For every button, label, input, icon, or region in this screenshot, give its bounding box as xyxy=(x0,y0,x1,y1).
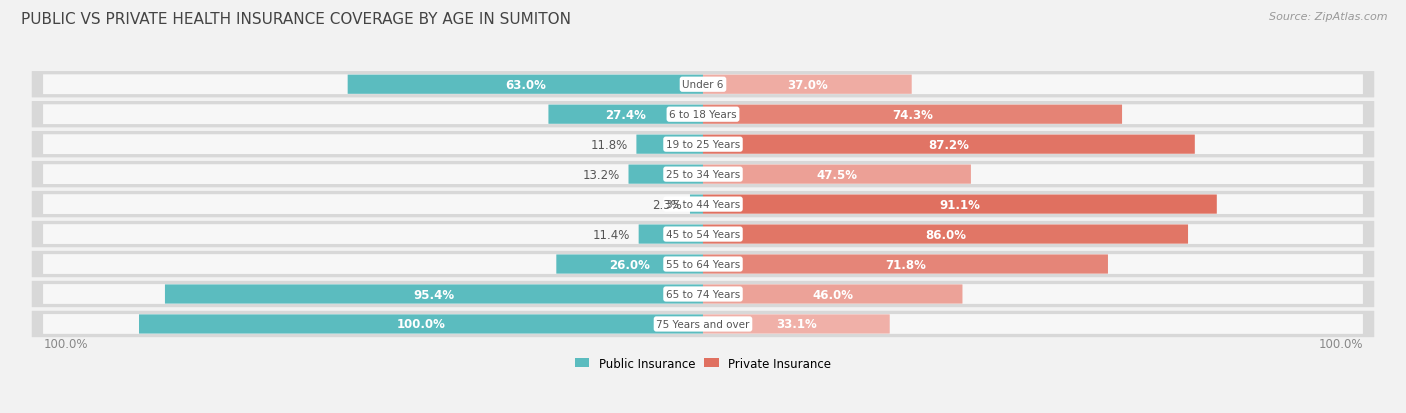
FancyBboxPatch shape xyxy=(347,76,703,95)
FancyBboxPatch shape xyxy=(44,285,1362,304)
Text: 47.5%: 47.5% xyxy=(817,168,858,181)
FancyBboxPatch shape xyxy=(548,105,703,124)
Text: 87.2%: 87.2% xyxy=(928,138,969,151)
Text: 27.4%: 27.4% xyxy=(606,109,647,121)
Text: 100.0%: 100.0% xyxy=(44,337,87,350)
Text: 37.0%: 37.0% xyxy=(787,78,828,92)
Text: 65 to 74 Years: 65 to 74 Years xyxy=(666,289,740,299)
FancyBboxPatch shape xyxy=(690,195,703,214)
Legend: Public Insurance, Private Insurance: Public Insurance, Private Insurance xyxy=(571,352,835,374)
FancyBboxPatch shape xyxy=(44,195,1362,214)
Text: 91.1%: 91.1% xyxy=(939,198,980,211)
FancyBboxPatch shape xyxy=(703,195,1216,214)
FancyBboxPatch shape xyxy=(44,135,1362,155)
Text: 74.3%: 74.3% xyxy=(891,109,934,121)
Text: 75 Years and over: 75 Years and over xyxy=(657,319,749,329)
FancyBboxPatch shape xyxy=(32,311,1374,337)
Text: 71.8%: 71.8% xyxy=(884,258,927,271)
Text: 33.1%: 33.1% xyxy=(776,318,817,331)
Text: 2.3%: 2.3% xyxy=(652,198,682,211)
FancyBboxPatch shape xyxy=(637,135,703,154)
FancyBboxPatch shape xyxy=(32,221,1374,248)
FancyBboxPatch shape xyxy=(44,165,1362,185)
FancyBboxPatch shape xyxy=(32,192,1374,218)
Text: Under 6: Under 6 xyxy=(682,80,724,90)
Text: 86.0%: 86.0% xyxy=(925,228,966,241)
Text: 46.0%: 46.0% xyxy=(813,288,853,301)
FancyBboxPatch shape xyxy=(32,102,1374,128)
FancyBboxPatch shape xyxy=(165,285,703,304)
Text: 35 to 44 Years: 35 to 44 Years xyxy=(666,199,740,209)
Text: 63.0%: 63.0% xyxy=(505,78,546,92)
Text: 13.2%: 13.2% xyxy=(583,168,620,181)
Text: 100.0%: 100.0% xyxy=(396,318,446,331)
FancyBboxPatch shape xyxy=(139,315,703,334)
FancyBboxPatch shape xyxy=(628,165,703,184)
Text: 19 to 25 Years: 19 to 25 Years xyxy=(666,140,740,150)
Text: PUBLIC VS PRIVATE HEALTH INSURANCE COVERAGE BY AGE IN SUMITON: PUBLIC VS PRIVATE HEALTH INSURANCE COVER… xyxy=(21,12,571,27)
FancyBboxPatch shape xyxy=(703,165,972,184)
FancyBboxPatch shape xyxy=(32,72,1374,98)
FancyBboxPatch shape xyxy=(703,225,1188,244)
Text: 100.0%: 100.0% xyxy=(1319,337,1362,350)
Text: 26.0%: 26.0% xyxy=(609,258,650,271)
FancyBboxPatch shape xyxy=(32,132,1374,158)
FancyBboxPatch shape xyxy=(44,225,1362,244)
FancyBboxPatch shape xyxy=(32,281,1374,307)
FancyBboxPatch shape xyxy=(703,135,1195,154)
Text: 45 to 54 Years: 45 to 54 Years xyxy=(666,230,740,240)
FancyBboxPatch shape xyxy=(44,75,1362,95)
FancyBboxPatch shape xyxy=(32,161,1374,188)
Text: 6 to 18 Years: 6 to 18 Years xyxy=(669,110,737,120)
Text: 11.8%: 11.8% xyxy=(591,138,628,151)
Text: Source: ZipAtlas.com: Source: ZipAtlas.com xyxy=(1270,12,1388,22)
FancyBboxPatch shape xyxy=(44,314,1362,334)
Text: 11.4%: 11.4% xyxy=(593,228,630,241)
FancyBboxPatch shape xyxy=(32,251,1374,278)
FancyBboxPatch shape xyxy=(703,76,911,95)
FancyBboxPatch shape xyxy=(703,315,890,334)
FancyBboxPatch shape xyxy=(703,285,963,304)
FancyBboxPatch shape xyxy=(44,254,1362,274)
FancyBboxPatch shape xyxy=(638,225,703,244)
FancyBboxPatch shape xyxy=(557,255,703,274)
Text: 55 to 64 Years: 55 to 64 Years xyxy=(666,259,740,269)
FancyBboxPatch shape xyxy=(44,105,1362,125)
Text: 95.4%: 95.4% xyxy=(413,288,454,301)
FancyBboxPatch shape xyxy=(703,105,1122,124)
FancyBboxPatch shape xyxy=(703,255,1108,274)
Text: 25 to 34 Years: 25 to 34 Years xyxy=(666,170,740,180)
